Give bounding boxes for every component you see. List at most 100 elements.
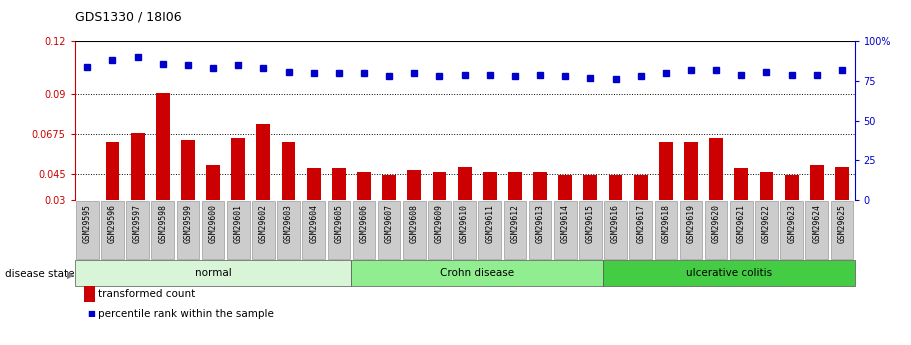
Text: GSM29620: GSM29620 — [711, 204, 721, 243]
FancyBboxPatch shape — [353, 201, 375, 259]
Text: GSM29606: GSM29606 — [360, 204, 368, 243]
Text: GSM29622: GSM29622 — [762, 204, 771, 243]
Text: GSM29600: GSM29600 — [209, 204, 218, 243]
Text: GSM29604: GSM29604 — [309, 204, 318, 243]
Bar — [106, 142, 119, 200]
Bar — [684, 142, 698, 200]
Bar — [483, 172, 496, 200]
Bar — [307, 168, 321, 200]
FancyBboxPatch shape — [603, 260, 855, 286]
Text: GSM29595: GSM29595 — [83, 204, 92, 243]
FancyBboxPatch shape — [630, 201, 652, 259]
Text: GSM29610: GSM29610 — [460, 204, 469, 243]
FancyBboxPatch shape — [302, 201, 325, 259]
Text: GSM29615: GSM29615 — [586, 204, 595, 243]
Bar — [583, 175, 598, 200]
Text: GSM29596: GSM29596 — [107, 204, 117, 243]
FancyBboxPatch shape — [478, 201, 501, 259]
Bar — [383, 175, 396, 200]
Bar — [181, 140, 195, 200]
Text: GSM29617: GSM29617 — [636, 204, 645, 243]
FancyBboxPatch shape — [730, 201, 752, 259]
FancyBboxPatch shape — [781, 201, 803, 259]
Bar — [533, 172, 547, 200]
Text: normal: normal — [195, 268, 231, 278]
FancyBboxPatch shape — [201, 201, 224, 259]
Bar — [558, 175, 572, 200]
Text: GDS1330 / 18I06: GDS1330 / 18I06 — [75, 10, 181, 23]
FancyBboxPatch shape — [680, 201, 702, 259]
Text: GSM29602: GSM29602 — [259, 204, 268, 243]
FancyBboxPatch shape — [705, 201, 728, 259]
FancyBboxPatch shape — [654, 201, 677, 259]
Text: GSM29621: GSM29621 — [737, 204, 746, 243]
FancyBboxPatch shape — [378, 201, 401, 259]
FancyBboxPatch shape — [76, 201, 98, 259]
FancyBboxPatch shape — [579, 201, 601, 259]
FancyBboxPatch shape — [227, 201, 250, 259]
Text: GSM29625: GSM29625 — [837, 204, 846, 243]
Text: GSM29619: GSM29619 — [687, 204, 695, 243]
Bar — [130, 133, 145, 200]
Text: GSM29618: GSM29618 — [661, 204, 670, 243]
Text: GSM29614: GSM29614 — [561, 204, 569, 243]
FancyBboxPatch shape — [177, 201, 200, 259]
Bar — [332, 168, 346, 200]
Bar — [281, 142, 295, 200]
Text: GSM29599: GSM29599 — [183, 204, 192, 243]
Text: GSM29612: GSM29612 — [510, 204, 519, 243]
Bar — [231, 138, 245, 200]
Text: GSM29624: GSM29624 — [813, 204, 822, 243]
FancyBboxPatch shape — [831, 201, 854, 259]
Bar — [257, 124, 271, 200]
Text: disease state: disease state — [5, 269, 74, 279]
FancyBboxPatch shape — [454, 201, 476, 259]
FancyBboxPatch shape — [352, 260, 603, 286]
FancyBboxPatch shape — [75, 260, 352, 286]
Text: GSM29613: GSM29613 — [536, 204, 545, 243]
Bar — [784, 175, 799, 200]
Text: GSM29607: GSM29607 — [384, 204, 394, 243]
Bar — [710, 138, 723, 200]
FancyBboxPatch shape — [604, 201, 627, 259]
Bar — [457, 167, 472, 200]
FancyBboxPatch shape — [554, 201, 577, 259]
Text: GSM29601: GSM29601 — [234, 204, 242, 243]
Text: GSM29608: GSM29608 — [410, 204, 419, 243]
Bar — [634, 175, 648, 200]
Bar — [810, 165, 824, 200]
Text: GSM29598: GSM29598 — [159, 204, 168, 243]
Text: transformed count: transformed count — [98, 289, 196, 299]
Text: Crohn disease: Crohn disease — [440, 268, 514, 278]
FancyBboxPatch shape — [252, 201, 275, 259]
Text: GSM29605: GSM29605 — [334, 204, 343, 243]
Text: GSM29616: GSM29616 — [611, 204, 620, 243]
Bar — [760, 172, 773, 200]
Bar — [433, 172, 446, 200]
FancyBboxPatch shape — [805, 201, 828, 259]
FancyBboxPatch shape — [127, 201, 148, 259]
Bar — [206, 165, 220, 200]
Bar — [407, 170, 421, 200]
Text: GSM29597: GSM29597 — [133, 204, 142, 243]
Bar — [357, 172, 371, 200]
FancyBboxPatch shape — [277, 201, 300, 259]
FancyBboxPatch shape — [528, 201, 551, 259]
FancyBboxPatch shape — [101, 201, 124, 259]
Text: GSM29623: GSM29623 — [787, 204, 796, 243]
Text: ulcerative colitis: ulcerative colitis — [686, 268, 772, 278]
FancyBboxPatch shape — [403, 201, 425, 259]
Text: ■: ■ — [87, 309, 96, 318]
Bar — [835, 167, 849, 200]
FancyBboxPatch shape — [755, 201, 778, 259]
Bar — [659, 142, 672, 200]
Text: GSM29609: GSM29609 — [435, 204, 444, 243]
Text: GSM29611: GSM29611 — [486, 204, 495, 243]
FancyBboxPatch shape — [504, 201, 527, 259]
Bar — [734, 168, 748, 200]
FancyBboxPatch shape — [151, 201, 174, 259]
FancyBboxPatch shape — [428, 201, 451, 259]
Text: ▶: ▶ — [67, 269, 74, 279]
Bar — [508, 172, 522, 200]
Text: percentile rank within the sample: percentile rank within the sample — [98, 309, 274, 319]
